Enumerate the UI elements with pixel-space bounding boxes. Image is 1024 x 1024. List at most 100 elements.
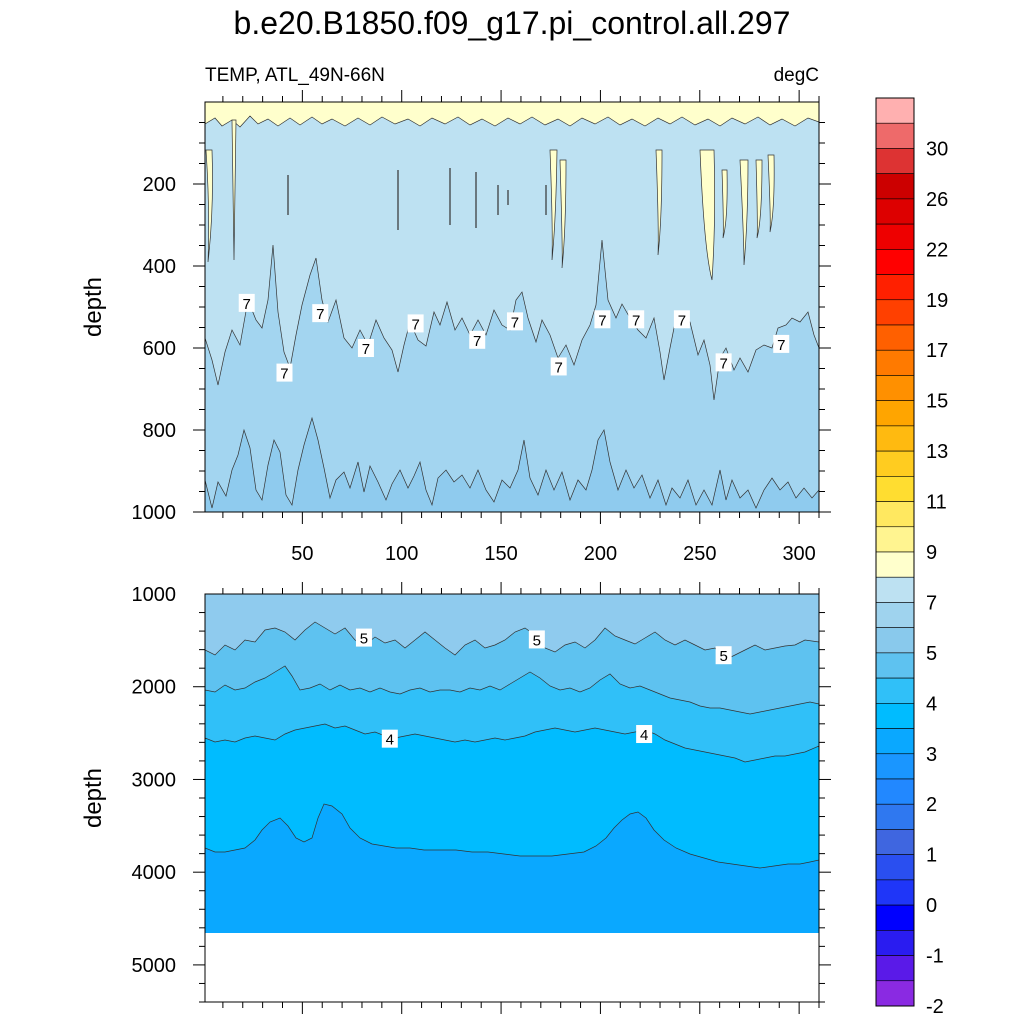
x-tick-label: 50 — [291, 543, 313, 565]
colorbar-swatch — [875, 829, 915, 855]
colorbar-label: 15 — [926, 391, 948, 413]
colorbar-swatch — [875, 148, 915, 174]
colorbar-swatch — [875, 955, 915, 982]
colorbar-swatch — [875, 324, 915, 351]
colorbar-label: 0 — [926, 895, 937, 917]
colorbar-swatch — [875, 349, 915, 376]
upper-warm-column — [549, 149, 558, 261]
upper-warm-column — [231, 119, 237, 261]
colorbar-swatch — [875, 627, 915, 654]
colorbar-swatch — [875, 930, 915, 956]
svg-text:7: 7 — [678, 312, 686, 329]
contour-label: 7 — [407, 314, 424, 333]
svg-text:5: 5 — [533, 632, 541, 649]
colorbar-swatch — [875, 122, 915, 149]
x-tick-label: 300 — [782, 543, 815, 565]
contour-label: 5 — [528, 630, 545, 649]
svg-text:7: 7 — [411, 316, 419, 333]
colorbar-label: 13 — [926, 441, 948, 463]
svg-text:7: 7 — [243, 296, 251, 313]
colorbar-swatch — [875, 476, 915, 502]
colorbar-swatch — [875, 904, 915, 931]
svg-text:7: 7 — [598, 312, 606, 329]
y-tick-label: 400 — [143, 256, 176, 278]
contour-label: 7 — [628, 310, 645, 329]
colorbar-label: 2 — [926, 794, 937, 816]
y-tick-label: 2000 — [132, 677, 177, 699]
colorbar-swatch — [875, 677, 915, 704]
lower-seafloor — [205, 933, 819, 1002]
colorbar-label: 17 — [926, 340, 948, 362]
contour-label: 7 — [550, 357, 567, 376]
colorbar-label: 26 — [926, 189, 948, 211]
contour-label: 4 — [636, 725, 653, 744]
colorbar-label: 11 — [926, 492, 947, 514]
colorbar-swatch — [875, 223, 915, 250]
colorbar-swatch — [875, 173, 915, 200]
colorbar-swatch — [875, 576, 915, 603]
colorbar-swatch — [875, 753, 915, 780]
y-tick-label: 3000 — [132, 769, 177, 791]
colorbar-swatch — [875, 703, 915, 729]
contour-label: 7 — [357, 339, 374, 358]
y-tick-label: 5000 — [132, 955, 177, 977]
colorbar-swatch — [875, 551, 915, 578]
upper-warm-column — [721, 169, 728, 239]
colorbar-swatch — [875, 97, 915, 124]
colorbar-swatch — [875, 450, 915, 477]
upper-warm-column — [559, 159, 567, 269]
colorbar-swatch — [875, 526, 915, 553]
colorbar-label: 19 — [926, 290, 948, 312]
svg-text:7: 7 — [719, 355, 727, 372]
colorbar-swatch — [875, 879, 915, 906]
colorbar-label: -1 — [926, 946, 944, 968]
colorbar-label: 5 — [926, 643, 937, 665]
lower-axis-ticks: 1000 2000 3000 4000 5000 — [132, 582, 831, 1014]
upper-contour-labels: 7 7 7 7 7 7 7 7 7 7 7 7 7 — [238, 293, 790, 383]
svg-text:7: 7 — [511, 314, 519, 331]
contour-label: 7 — [276, 363, 293, 383]
upper-axis-ticks: 200 400 600 800 1000 50 100 150 200 250 300 — [132, 90, 831, 565]
contour-label: 7 — [238, 293, 255, 313]
colorbar-label: 7 — [926, 592, 937, 614]
y-tick-label: 1000 — [132, 502, 177, 524]
svg-text:5: 5 — [360, 631, 368, 648]
colorbar: 30 26 22 19 17 15 13 11 9 7 5 4 3 2 1 0 -1 -2 — [875, 97, 948, 1018]
chart-title: b.e20.B1850.f09_g17.pi_control.all.297 — [234, 5, 791, 41]
upper-y-axis-label: depth — [80, 277, 107, 337]
lower-contour-labels: 5 5 5 4 4 — [355, 628, 732, 749]
x-tick-label: 200 — [584, 543, 617, 565]
svg-text:7: 7 — [632, 312, 640, 329]
x-tick-label: 100 — [385, 543, 418, 565]
colorbar-label: 1 — [926, 845, 937, 867]
upper-region-5-6 — [205, 416, 819, 512]
upper-region-6-7 — [205, 239, 819, 512]
colorbar-label: 30 — [926, 138, 948, 160]
colorbar-swatch — [875, 778, 915, 805]
y-tick-label: 200 — [143, 174, 176, 196]
x-tick-label: 150 — [484, 543, 517, 565]
colorbar-swatch — [875, 249, 915, 275]
lower-y-axis-label: depth — [80, 768, 107, 828]
x-tick-label: 250 — [683, 543, 716, 565]
contour-label: 7 — [673, 310, 690, 329]
contour-label: 7 — [715, 353, 732, 372]
contour-label: 4 — [381, 729, 398, 749]
colorbar-swatch — [875, 728, 915, 755]
contour-label: 7 — [506, 312, 523, 331]
svg-text:7: 7 — [316, 306, 324, 323]
colorbar-swatch — [875, 602, 915, 628]
colorbar-swatch — [875, 652, 915, 679]
colorbar-swatch — [875, 501, 915, 528]
svg-text:7: 7 — [362, 341, 370, 358]
colorbar-label: 3 — [926, 744, 937, 766]
chart-subtitle-units: degC — [774, 65, 819, 86]
colorbar-swatch — [875, 980, 915, 1007]
svg-text:7: 7 — [555, 359, 563, 376]
contour-label: 7 — [773, 334, 790, 354]
colorbar-label: 4 — [926, 693, 937, 715]
upper-warm-column — [767, 154, 775, 233]
colorbar-swatch — [875, 803, 915, 830]
